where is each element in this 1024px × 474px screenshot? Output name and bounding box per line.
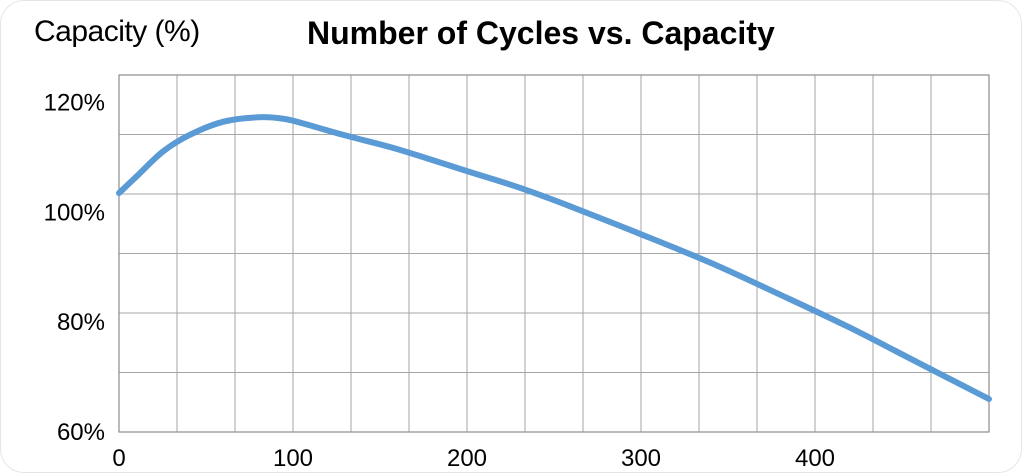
x-tick-label: 200 [447,445,487,472]
y-tick-label: 100% [44,199,105,226]
chart-title: Number of Cycles vs. Capacity [307,15,775,51]
plot-border [118,74,990,433]
x-tick-labels: 0 100 200 300 400 [112,445,835,472]
x-tick-label: 400 [795,445,835,472]
x-tick-label: 100 [273,445,313,472]
y-tick-label: 120% [44,89,105,116]
x-tick-label: 300 [621,445,661,472]
x-tick-label: 0 [112,445,125,472]
y-tick-labels: 60% 80% 100% 120% [44,89,105,446]
y-tick-label: 60% [57,419,105,446]
series-line [116,114,992,402]
grid [119,75,989,432]
plot-frame [118,74,990,433]
y-axis-title: Capacity (%) [34,15,200,48]
series [116,114,992,402]
y-tick-label: 80% [57,309,105,336]
